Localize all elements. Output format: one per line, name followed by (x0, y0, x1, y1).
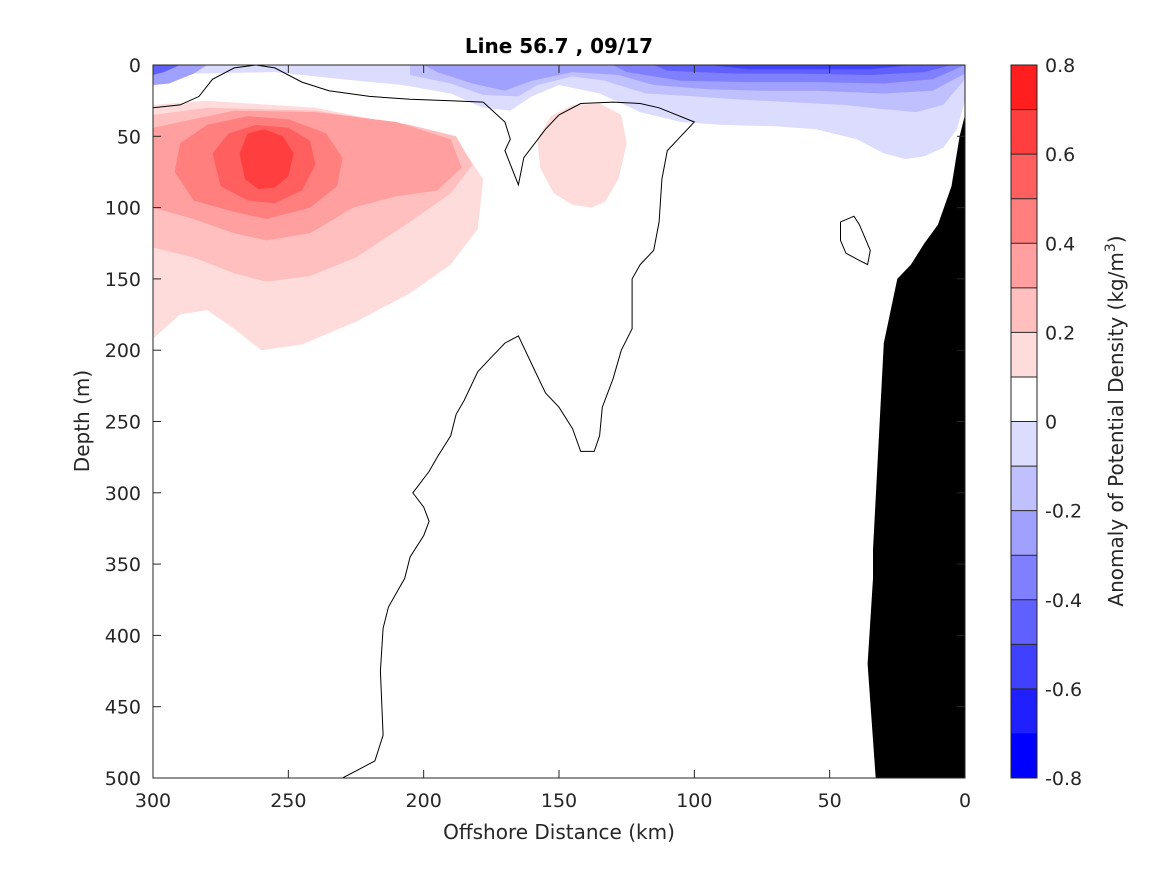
y-tick-label: 400 (105, 625, 141, 647)
negative-anomaly-contour-7 (153, 65, 181, 75)
y-tick-label: 350 (105, 554, 141, 576)
x-tick-label: 0 (959, 790, 971, 812)
seafloor-bathymetry (867, 114, 965, 778)
colorbar-block (1011, 421, 1037, 467)
colorbar-label-text: Anomaly of Potential Density (kg/m (1104, 252, 1128, 606)
contour-fills (153, 65, 965, 351)
bathymetry (867, 114, 965, 778)
y-tick-label: 50 (117, 126, 141, 148)
negative-anomaly-contour-5 (707, 65, 911, 70)
colorbar-label: Anomaly of Potential Density (kg/m3) (1103, 235, 1128, 606)
colorbar-blocks (1011, 65, 1037, 779)
zero-contour-0 (153, 65, 696, 778)
colorbar-block (1011, 644, 1037, 689)
colorbar-block (1011, 109, 1037, 155)
y-tick-label: 500 (105, 768, 141, 790)
colorbar-tick-label: 0.6 (1045, 144, 1075, 166)
colorbar-label-superscript: 3 (1103, 243, 1119, 252)
y-tick-label: 450 (105, 697, 141, 719)
colorbar-block (1011, 243, 1037, 288)
y-tick-label: 200 (105, 340, 141, 362)
colorbar: -0.8 -0.6 -0.4 -0.2 0 0.2 0.4 0.6 0.8 (1010, 55, 1082, 790)
colorbar-frame (1010, 64, 1038, 779)
y-axis: 0 50 100 150 200 250 300 350 400 450 500 (105, 55, 965, 790)
colorbar-block (1011, 65, 1037, 110)
x-tick-label: 250 (270, 790, 306, 812)
colorbar-block (1011, 555, 1037, 600)
colorbar-block (1011, 733, 1037, 778)
colorbar-tick-label: -0.4 (1045, 590, 1082, 612)
colorbar-block (1011, 287, 1037, 333)
chart-title: Line 56.7 , 09/17 (465, 34, 653, 58)
y-tick-label: 0 (129, 55, 141, 77)
colorbar-tick-label: -0.6 (1045, 679, 1082, 701)
colorbar-tick-label: -0.8 (1045, 768, 1082, 790)
x-tick-label: 100 (676, 790, 712, 812)
y-tick-label: 150 (105, 269, 141, 291)
colorbar-tick-label: 0.4 (1045, 233, 1075, 255)
x-axis-label: Offshore Distance (km) (443, 820, 675, 844)
y-tick-label: 100 (105, 198, 141, 220)
colorbar-block (1011, 154, 1037, 199)
colorbar-label-close: ) (1104, 235, 1128, 243)
colorbar-block (1011, 599, 1037, 645)
colorbar-block (1011, 376, 1037, 422)
positive-anomaly-contour-5 (239, 129, 294, 190)
colorbar-tick-label: 0 (1045, 412, 1057, 434)
x-tick-label: 200 (406, 790, 442, 812)
colorbar-block (1011, 688, 1037, 734)
y-tick-label: 300 (105, 483, 141, 505)
colorbar-block (1011, 466, 1037, 511)
x-axis: 300 250 200 150 100 50 0 (135, 65, 971, 812)
colorbar-block (1011, 332, 1037, 377)
y-tick-label: 250 (105, 412, 141, 434)
positive-anomaly-contour-6 (537, 103, 627, 208)
y-axis-label: Depth (m) (70, 370, 94, 472)
zero-contour-2 (840, 215, 871, 266)
x-tick-label: 50 (818, 790, 842, 812)
colorbar-block (1011, 510, 1037, 556)
colorbar-tick-label: 0.2 (1045, 322, 1075, 344)
colorbar-block (1011, 198, 1037, 244)
colorbar-tick-label: 0.8 (1045, 55, 1075, 77)
plot-area: 300 250 200 150 100 50 0 050100150200250300350… (105, 55, 971, 812)
colorbar-ticks: -0.8 -0.6 -0.4 -0.2 0 0.2 0.4 0.6 0.8 (1045, 55, 1082, 790)
zero-contour-lines (153, 65, 871, 778)
colorbar-tick-label: -0.2 (1045, 501, 1082, 523)
x-tick-label: 300 (135, 790, 171, 812)
x-tick-label: 150 (541, 790, 577, 812)
